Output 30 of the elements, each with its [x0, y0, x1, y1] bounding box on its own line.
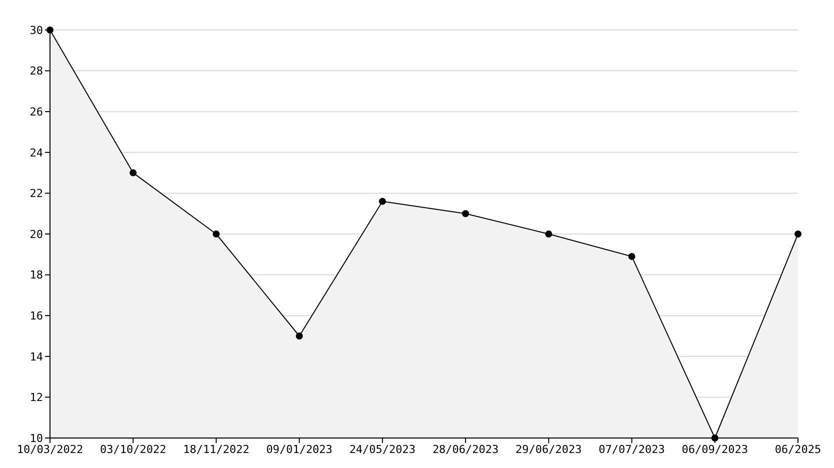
x-tick-label: 24/05/2023	[349, 442, 416, 456]
x-tick-label: 03/10/2022	[100, 442, 166, 456]
point	[130, 169, 137, 176]
point	[212, 230, 220, 238]
y-tick-label: 20	[30, 228, 43, 241]
y-tick-label: 24	[30, 146, 44, 160]
point	[462, 210, 470, 218]
y-tick-label: 30	[30, 24, 43, 37]
x-tick-label: 07/07/2023	[598, 442, 665, 456]
x-tick-label: 09/01/2023	[266, 442, 332, 456]
y-tick-label: 22	[30, 187, 43, 200]
point	[794, 230, 802, 238]
y-tick-label: 12	[30, 391, 43, 404]
x-tick-label: 28/06/2023	[432, 442, 499, 456]
y-tick-label: 28	[30, 64, 43, 78]
x-tick-label: 06/2025	[774, 442, 822, 456]
point	[378, 198, 386, 205]
y-tick-label: 18	[30, 268, 43, 282]
x-tick-label: 18/11/2022	[183, 442, 250, 456]
y-tick-label: 16	[30, 310, 43, 323]
point	[711, 434, 718, 442]
y-tick-label: 10	[30, 432, 43, 445]
x-tick-label: 29/06/2023	[516, 442, 582, 456]
x-tick-label: 10/03/2022	[16, 442, 84, 456]
y-tick-label: 26	[30, 106, 43, 119]
point	[628, 252, 636, 260]
point	[545, 230, 552, 238]
x-tick-label: 06/09/2023	[682, 442, 748, 456]
point	[296, 332, 303, 340]
y-tick-label: 14	[30, 350, 44, 364]
